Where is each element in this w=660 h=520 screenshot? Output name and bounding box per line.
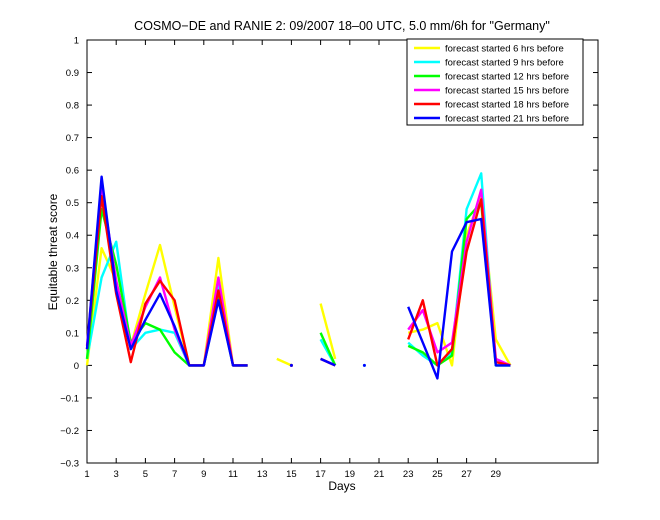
y-tick-label: −0.3 <box>60 459 79 470</box>
series-6-point <box>362 363 366 367</box>
series-6-point <box>289 363 293 367</box>
legend-label-5: forecast started 18 hrs before <box>445 100 569 111</box>
x-tick-label: 27 <box>461 469 472 480</box>
y-tick-label: 0.8 <box>66 101 79 112</box>
y-tick-label: 1 <box>74 36 79 47</box>
y-tick-label: 0.4 <box>66 231 79 242</box>
y-tick-label: 0.6 <box>66 166 79 177</box>
y-tick-label: 0 <box>74 361 79 372</box>
x-tick-label: 1 <box>84 469 89 480</box>
y-axis-label: Equitable threat score <box>46 193 60 310</box>
series-layer <box>85 172 512 380</box>
legend-box <box>406 38 584 126</box>
legend-label-4: forecast started 15 hrs before <box>445 86 569 97</box>
x-tick-label: 23 <box>403 469 414 480</box>
legend-label-1: forecast started 6 hrs before <box>445 44 564 55</box>
x-tick-label: 7 <box>172 469 177 480</box>
legend-label-2: forecast started 9 hrs before <box>445 58 564 69</box>
x-tick-label: 9 <box>201 469 206 480</box>
x-tick-label: 5 <box>143 469 148 480</box>
x-tick-label: 29 <box>491 469 502 480</box>
series-6-line <box>320 357 336 367</box>
legend-label-6: forecast started 21 hrs before <box>445 114 569 125</box>
y-tick-label: 0.1 <box>66 328 79 339</box>
x-axis-label: Days <box>328 479 355 493</box>
y-tick-label: 0.7 <box>66 133 79 144</box>
x-tick-label: 11 <box>228 469 238 480</box>
series-1-line <box>319 303 337 360</box>
x-tick-label: 21 <box>374 469 385 480</box>
x-tick-label: 25 <box>432 469 443 480</box>
y-tick-label: 0.2 <box>66 296 79 307</box>
x-tick-label: 15 <box>286 469 297 480</box>
series-3-line <box>319 332 337 366</box>
x-tick-label: 17 <box>315 469 326 480</box>
chart-title: COSMO−DE and RANIE 2: 09/2007 18–00 UTC,… <box>134 19 550 33</box>
x-tick-label: 13 <box>257 469 268 480</box>
series-6-line <box>407 217 511 380</box>
legend-label-3: forecast started 12 hrs before <box>445 72 569 83</box>
series-6-line <box>85 175 248 367</box>
legend: forecast started 6 hrs before forecast st… <box>406 38 584 126</box>
y-tick-label: −0.2 <box>60 426 79 437</box>
y-tick-label: −0.1 <box>60 393 79 404</box>
y-tick-label: 0.3 <box>66 263 79 274</box>
series-1-line <box>276 357 292 367</box>
y-tick-label: 0.9 <box>66 68 79 79</box>
x-axis: 1 3 5 7 9 11 13 15 17 19 21 23 25 27 29 <box>84 40 501 480</box>
x-tick-label: 3 <box>114 469 119 480</box>
y-tick-label: 0.5 <box>66 198 79 209</box>
y-axis: −0.3 −0.2 −0.1 0 0.1 0.2 0.3 0.4 0.5 0.6 0.7 0.8 0.9… <box>60 36 598 470</box>
x-tick-label: 19 <box>345 469 356 480</box>
